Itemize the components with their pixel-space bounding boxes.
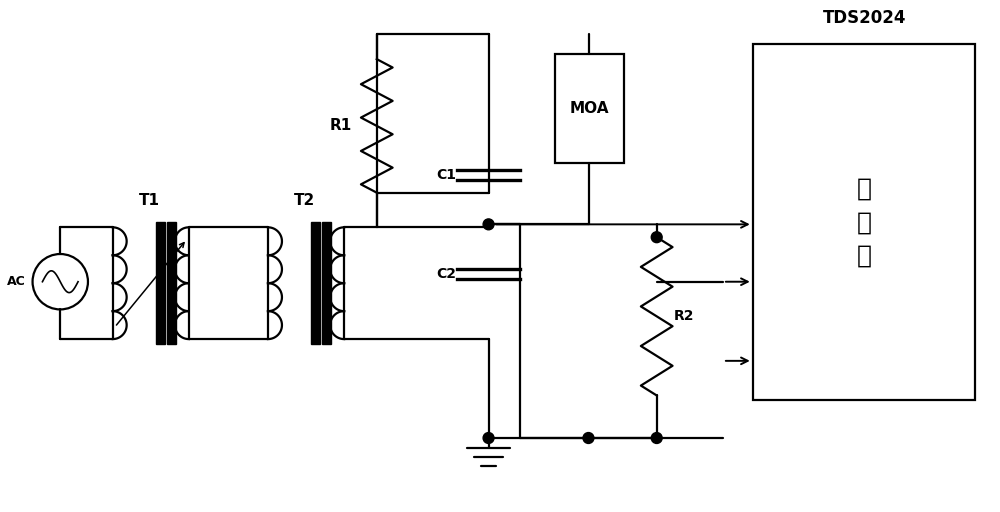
Text: 示
波
器: 示 波 器 — [857, 177, 872, 268]
Circle shape — [583, 433, 594, 443]
Bar — [311, 222, 320, 344]
Text: T2: T2 — [294, 193, 315, 207]
Text: T1: T1 — [139, 193, 160, 207]
Text: AC: AC — [7, 275, 26, 288]
Bar — [167, 222, 176, 344]
Text: C1: C1 — [436, 168, 456, 182]
Circle shape — [483, 433, 494, 443]
Bar — [156, 222, 165, 344]
Bar — [753, 45, 975, 400]
Text: TDS2024: TDS2024 — [823, 9, 906, 27]
Bar — [555, 54, 624, 163]
Text: R2: R2 — [674, 309, 694, 324]
Text: C2: C2 — [436, 267, 456, 281]
Circle shape — [651, 232, 662, 243]
Circle shape — [483, 219, 494, 230]
Bar — [322, 222, 331, 344]
Text: R1: R1 — [330, 118, 352, 133]
Text: MOA: MOA — [570, 101, 609, 116]
Circle shape — [651, 433, 662, 443]
